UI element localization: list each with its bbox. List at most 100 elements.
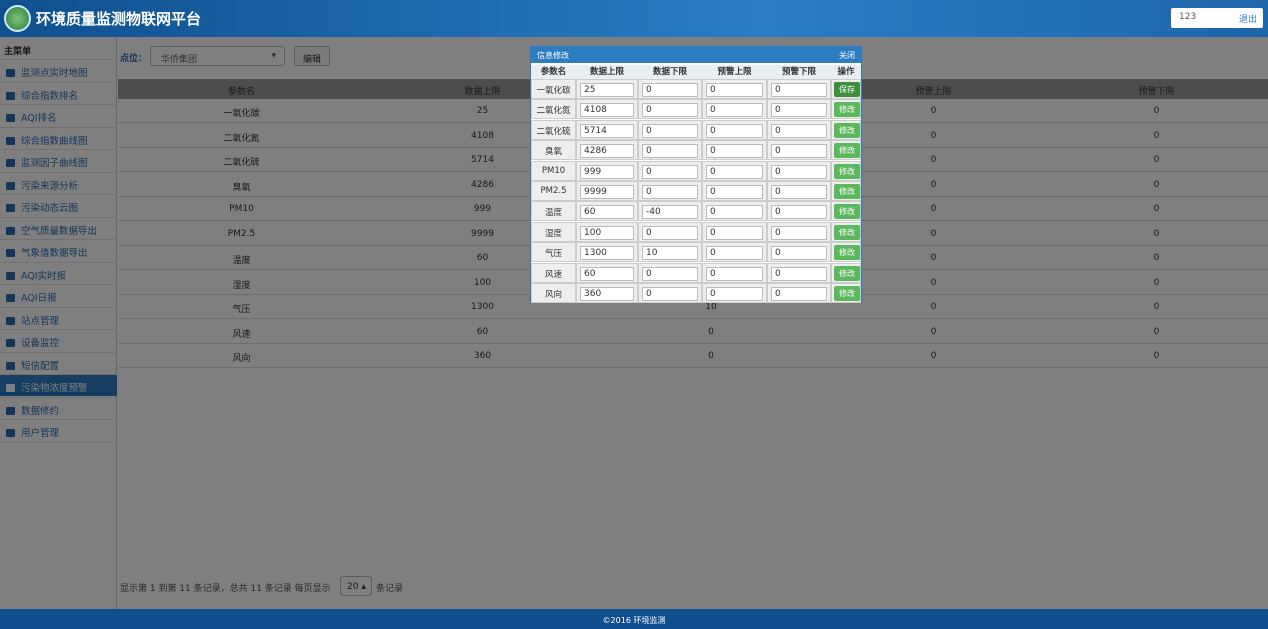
- footer: ©2016 环境监测: [0, 609, 1268, 629]
- dialog-input[interactable]: 0: [642, 164, 698, 179]
- dialog-input[interactable]: 0: [706, 225, 763, 240]
- dialog-input[interactable]: 0: [771, 225, 827, 240]
- dialog-input[interactable]: 0: [642, 144, 698, 159]
- dialog-cell: 0: [638, 160, 702, 181]
- dialog-input[interactable]: 1300: [580, 246, 634, 261]
- dialog-cell: 修改: [831, 119, 861, 140]
- dialog-input[interactable]: 360: [580, 287, 634, 301]
- dialog-input[interactable]: 0: [642, 225, 698, 240]
- dialog-input[interactable]: 0: [706, 185, 763, 199]
- dialog-action-button[interactable]: 修改: [834, 286, 860, 301]
- dialog-input[interactable]: 0: [706, 266, 763, 281]
- dialog-cell: 0: [767, 181, 831, 201]
- dialog-action-button[interactable]: 修改: [834, 122, 860, 138]
- dialog-cell: 0: [638, 221, 702, 242]
- dialog-cell: 0: [767, 221, 831, 242]
- user-box: 123 退出: [1171, 8, 1263, 28]
- dialog-input[interactable]: 0: [771, 144, 827, 159]
- dialog-input[interactable]: 0: [706, 123, 763, 138]
- dialog-input[interactable]: 0: [771, 83, 827, 97]
- dialog-input[interactable]: 0: [771, 287, 827, 301]
- dialog-input[interactable]: 999: [580, 164, 634, 179]
- dialog-input[interactable]: 0: [771, 185, 827, 199]
- dialog-action-button[interactable]: 保存: [834, 82, 860, 97]
- dialog-input[interactable]: 0: [642, 123, 698, 138]
- dialog-input[interactable]: 0: [642, 287, 698, 301]
- dialog-input[interactable]: 4286: [580, 144, 634, 159]
- logout-link[interactable]: 退出: [1239, 15, 1258, 25]
- dialog-action-button[interactable]: 修改: [834, 143, 860, 159]
- dialog-column-header: 预警下限: [767, 65, 831, 79]
- dialog-cell: 0: [702, 242, 767, 263]
- dialog-action-button[interactable]: 修改: [834, 102, 860, 118]
- dialog-cell: 60: [576, 262, 638, 283]
- dialog-action-button[interactable]: 修改: [834, 224, 860, 240]
- dialog-cell: -40: [638, 201, 702, 222]
- dialog-cell: 10: [638, 242, 702, 263]
- dialog-input[interactable]: 5714: [580, 123, 634, 138]
- dialog-cell: 0: [702, 262, 767, 283]
- dialog-input[interactable]: 0: [706, 103, 763, 118]
- dialog-cell: 0: [638, 140, 702, 161]
- dialog-cell: 0: [702, 201, 767, 222]
- dialog-cell: 0: [702, 160, 767, 181]
- user-name[interactable]: 123: [1179, 12, 1197, 22]
- dialog-title-bar: 信息修改 关闭: [531, 47, 861, 63]
- dialog-input[interactable]: 25: [580, 83, 634, 97]
- dialog-cell: 0: [767, 99, 831, 120]
- dialog-input[interactable]: 0: [706, 246, 763, 261]
- dialog-input[interactable]: 0: [771, 205, 827, 220]
- dialog-param-name: 二氧化硫: [536, 126, 571, 137]
- dialog-cell: 0: [638, 283, 702, 303]
- dialog-input[interactable]: 4108: [580, 103, 634, 118]
- dialog-title: 信息修改: [537, 51, 569, 60]
- dialog-action-button[interactable]: 修改: [834, 163, 860, 179]
- dialog-cell: 0: [638, 119, 702, 140]
- dialog-cell: 一氧化碳: [531, 79, 576, 99]
- dialog-cell: 0: [767, 201, 831, 222]
- dialog-action-button[interactable]: 修改: [834, 265, 860, 281]
- dialog-input[interactable]: 0: [642, 83, 698, 97]
- dialog-input[interactable]: 0: [642, 266, 698, 281]
- dialog-input[interactable]: 9999: [580, 185, 634, 199]
- dialog-input[interactable]: 0: [706, 287, 763, 301]
- dialog-cell: PM2.5: [531, 181, 576, 201]
- dialog-input[interactable]: 0: [706, 205, 763, 220]
- dialog-cell: 0: [638, 99, 702, 120]
- dialog-param-name: 温度: [544, 208, 562, 219]
- dialog-action-button[interactable]: 修改: [834, 245, 860, 261]
- dialog-input[interactable]: 0: [771, 164, 827, 179]
- dialog-input[interactable]: 0: [706, 83, 763, 97]
- dialog-param-name: PM2.5: [540, 186, 567, 196]
- dialog-cell: 修改: [831, 242, 861, 263]
- dialog-cell: 风向: [531, 283, 576, 303]
- dialog-input[interactable]: 0: [771, 266, 827, 281]
- dialog-close[interactable]: 关闭: [839, 51, 855, 60]
- dialog-input[interactable]: 0: [642, 103, 698, 118]
- dialog-cell: 风速: [531, 262, 576, 283]
- dialog-input[interactable]: -40: [642, 205, 698, 220]
- dialog-input[interactable]: 100: [580, 225, 634, 240]
- dialog-input[interactable]: 60: [580, 266, 634, 281]
- dialog-input[interactable]: 0: [771, 103, 827, 118]
- dialog-input[interactable]: 0: [706, 144, 763, 159]
- dialog-action-button[interactable]: 修改: [834, 204, 860, 220]
- dialog-column-header: 数据上限: [576, 65, 638, 79]
- copyright: ©2016 环境监测: [602, 616, 666, 625]
- dialog-input[interactable]: 0: [706, 164, 763, 179]
- dialog-cell: 0: [638, 79, 702, 99]
- dialog-cell: 保存: [831, 79, 861, 99]
- dialog-cell: 修改: [831, 262, 861, 283]
- dialog-input[interactable]: 60: [580, 205, 634, 220]
- dialog-cell: 臭氧: [531, 140, 576, 161]
- edit-dialog: 信息修改 关闭 参数名 数据上限 数据下限 预警上限 预警下限 操作 一氧化碳 25 0 0 0 保存…: [530, 46, 862, 303]
- dialog-input[interactable]: 10: [642, 246, 698, 261]
- dialog-param-name: 风向: [544, 290, 562, 300]
- dialog-input[interactable]: 0: [771, 123, 827, 138]
- dialog-action-button[interactable]: 修改: [834, 184, 860, 199]
- dialog-input[interactable]: 0: [642, 185, 698, 199]
- dialog-input[interactable]: 0: [771, 246, 827, 261]
- dialog-cell: 修改: [831, 160, 861, 181]
- dialog-cell: 0: [767, 79, 831, 99]
